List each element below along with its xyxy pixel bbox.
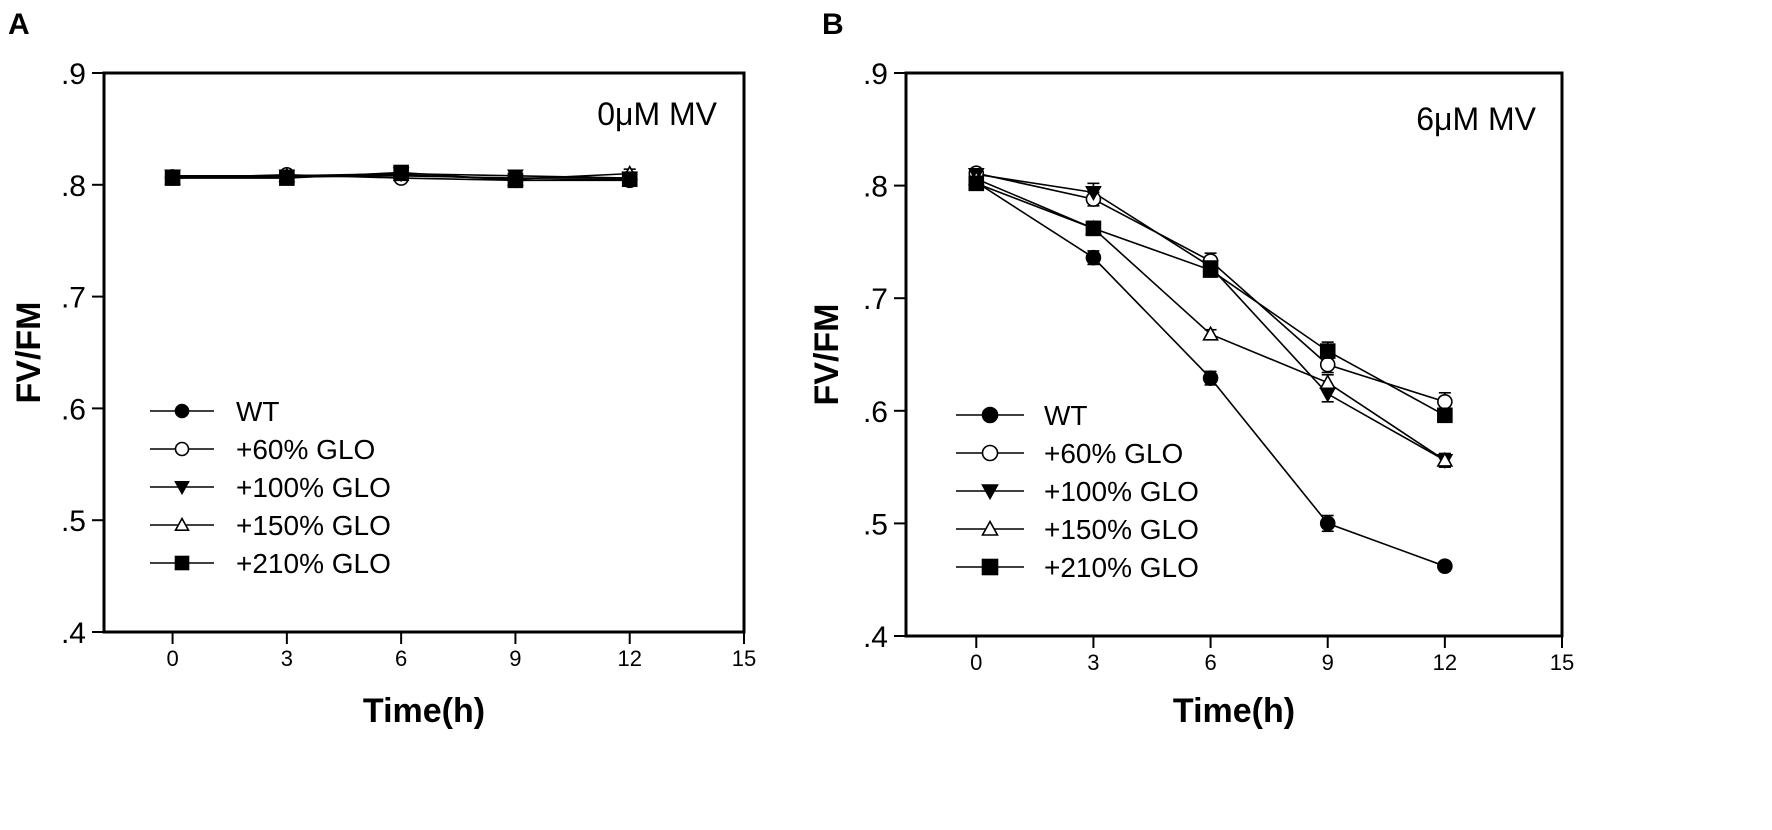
x-tick-label: 0 — [166, 646, 178, 671]
condition-label: 0μM MV — [597, 96, 717, 132]
legend: WT +60% GLO +100% GLO +150% GLO +210% GLO — [150, 396, 391, 579]
x-tick-label: 0 — [970, 650, 982, 675]
data-point — [1202, 262, 1219, 278]
legend-label: +60% GLO — [236, 434, 375, 465]
legend-marker — [174, 516, 190, 532]
y-tick-label: .9 — [863, 58, 888, 91]
legend: WT +60% GLO +100% GLO +150% GLO +210% GLO — [956, 400, 1199, 583]
x-tick-label: 12 — [617, 646, 641, 671]
condition-label: 6μM MV — [1416, 101, 1536, 137]
y-tick-label: .9 — [61, 58, 86, 91]
y-tick-label: .6 — [863, 396, 888, 429]
legend-label: +100% GLO — [236, 472, 391, 503]
x-tick-label: 15 — [732, 646, 756, 671]
y-tick-label: .7 — [863, 283, 888, 316]
y-tick-label: .4 — [863, 621, 888, 654]
x-tick-label: 3 — [1087, 650, 1099, 675]
data-point — [279, 170, 295, 186]
chart-panel-b: B .4 .5 .6 .7 .8 .9 0 3 6 9 12 15 Time(h) FV/FM 6μM MV W… — [808, 8, 1574, 730]
legend-marker — [981, 406, 999, 424]
series-group — [967, 165, 1454, 574]
data-point — [1202, 370, 1219, 386]
data-point — [1437, 393, 1453, 410]
data-point — [1085, 220, 1102, 237]
legend-label: +210% GLO — [1044, 552, 1199, 583]
y-axis-title: FV/FM — [808, 304, 846, 406]
data-point — [621, 171, 638, 188]
legend-marker — [174, 441, 190, 457]
x-tick-label: 6 — [1204, 650, 1216, 675]
y-tick-label: .8 — [61, 170, 86, 203]
y-axis-title: FV/FM — [10, 302, 48, 404]
x-axis-title: Time(h) — [363, 692, 485, 730]
legend-marker — [981, 444, 999, 462]
data-point — [507, 172, 524, 189]
legend-label: +60% GLO — [1044, 438, 1183, 469]
x-tick-label: 12 — [1433, 650, 1457, 675]
legend-label: +150% GLO — [1044, 514, 1199, 545]
legend-marker — [981, 484, 999, 501]
chart-panel-a: A .4 .5 .6 .7 .8 .9 0 3 6 9 12 15 Time(h) FV/FM 0μM MV W… — [8, 8, 756, 730]
series-line-1 — [976, 172, 1446, 403]
data-point — [1436, 451, 1454, 467]
x-tick-label: 9 — [1322, 650, 1334, 675]
plot-frame — [102, 71, 746, 634]
data-point — [393, 164, 409, 181]
x-tick-label: 6 — [395, 646, 407, 671]
y-tick-label: .5 — [61, 505, 86, 538]
legend-marker — [174, 480, 190, 496]
data-point — [968, 175, 985, 192]
data-point — [1319, 387, 1337, 403]
data-point — [1319, 343, 1336, 359]
legend-label: WT — [236, 396, 280, 427]
y-tick-label: .4 — [61, 617, 86, 650]
legend-label: +210% GLO — [236, 548, 391, 579]
panel-label: A — [8, 8, 30, 41]
data-point — [1085, 249, 1102, 266]
x-axis-title: Time(h) — [1173, 692, 1295, 730]
x-tick-label: 3 — [281, 646, 293, 671]
legend-label: +150% GLO — [236, 510, 391, 541]
panel-label: B — [822, 8, 844, 41]
data-point — [164, 170, 181, 186]
series-group — [164, 164, 639, 189]
x-tick-label: 9 — [509, 646, 521, 671]
data-point — [1085, 185, 1102, 202]
y-tick-label: .8 — [863, 171, 888, 204]
legend-marker — [981, 558, 999, 576]
legend-label: WT — [1044, 400, 1088, 431]
legend-marker — [981, 519, 999, 536]
y-tick-label: .5 — [863, 508, 888, 541]
data-point — [1202, 325, 1219, 341]
data-point — [1319, 515, 1336, 532]
data-point — [1319, 374, 1337, 390]
y-tick-label: .6 — [61, 393, 86, 426]
legend-marker — [174, 403, 190, 419]
y-tick-label: .7 — [61, 282, 86, 315]
data-point — [1437, 407, 1453, 424]
data-point — [1319, 356, 1336, 373]
x-tick-label: 15 — [1550, 650, 1574, 675]
legend-label: +100% GLO — [1044, 476, 1199, 507]
data-point — [1437, 558, 1453, 574]
legend-marker — [174, 555, 190, 571]
plot-frame — [904, 71, 1564, 638]
